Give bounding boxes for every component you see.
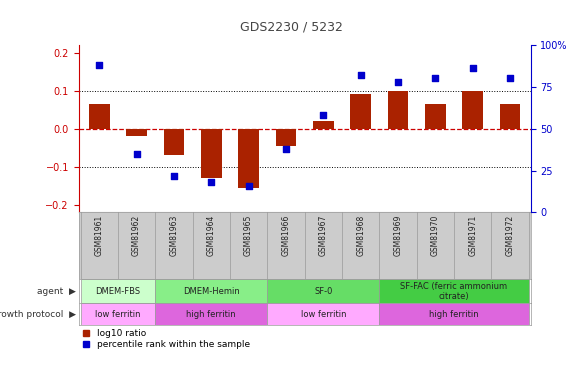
Bar (267, 303, 380, 325)
Point (206, 179, 216, 185)
Bar (127, 129, 147, 136)
Legend: log10 ratio, percentile rank within the sample: log10 ratio, percentile rank within the … (83, 329, 250, 349)
Point (94, 62, 104, 68)
Text: growth protocol  ▶: growth protocol ▶ (0, 310, 76, 319)
Text: high ferritin: high ferritin (429, 310, 479, 319)
Text: DMEM-FBS: DMEM-FBS (96, 287, 141, 296)
Bar (500, 104, 520, 129)
Bar (238, 129, 259, 188)
Bar (462, 91, 483, 129)
Point (356, 72, 366, 78)
Bar (80, 279, 155, 303)
Text: GSM81968: GSM81968 (356, 214, 365, 256)
Point (244, 183, 253, 189)
Point (505, 75, 515, 81)
Bar (201, 129, 222, 178)
Bar (89, 104, 110, 129)
Text: low ferritin: low ferritin (95, 310, 141, 319)
Text: DMEM-Hemin: DMEM-Hemin (183, 287, 240, 296)
Bar (380, 303, 529, 325)
Text: low ferritin: low ferritin (301, 310, 346, 319)
Text: GSM81964: GSM81964 (207, 214, 216, 256)
Point (468, 66, 477, 72)
Text: high ferritin: high ferritin (187, 310, 236, 319)
Text: GSM81965: GSM81965 (244, 214, 253, 256)
Bar (380, 279, 529, 303)
Point (132, 151, 141, 157)
Text: GSM81971: GSM81971 (468, 214, 477, 256)
Point (319, 112, 328, 118)
Bar (155, 279, 267, 303)
Text: GSM81969: GSM81969 (394, 214, 402, 256)
Bar (388, 91, 408, 129)
Text: GSM81963: GSM81963 (170, 214, 178, 256)
Text: GSM81966: GSM81966 (282, 214, 290, 256)
Bar (164, 129, 184, 155)
Text: GSM81972: GSM81972 (505, 214, 514, 256)
Bar (350, 94, 371, 129)
Text: agent  ▶: agent ▶ (37, 287, 76, 296)
Point (431, 75, 440, 81)
Text: GSM81970: GSM81970 (431, 214, 440, 256)
Bar (276, 129, 296, 146)
Point (394, 79, 403, 85)
Bar (155, 303, 267, 325)
Text: GDS2230 / 5232: GDS2230 / 5232 (240, 21, 343, 34)
Text: SF-FAC (ferric ammonium
citrate): SF-FAC (ferric ammonium citrate) (401, 282, 508, 301)
Text: GSM81962: GSM81962 (132, 214, 141, 256)
Bar (425, 104, 445, 129)
Bar (267, 279, 380, 303)
Text: GSM81961: GSM81961 (95, 214, 104, 256)
Bar (313, 121, 333, 129)
Bar (80, 303, 155, 325)
Text: GSM81967: GSM81967 (319, 214, 328, 256)
Text: SF-0: SF-0 (314, 287, 332, 296)
Point (281, 146, 290, 152)
Point (169, 172, 178, 178)
